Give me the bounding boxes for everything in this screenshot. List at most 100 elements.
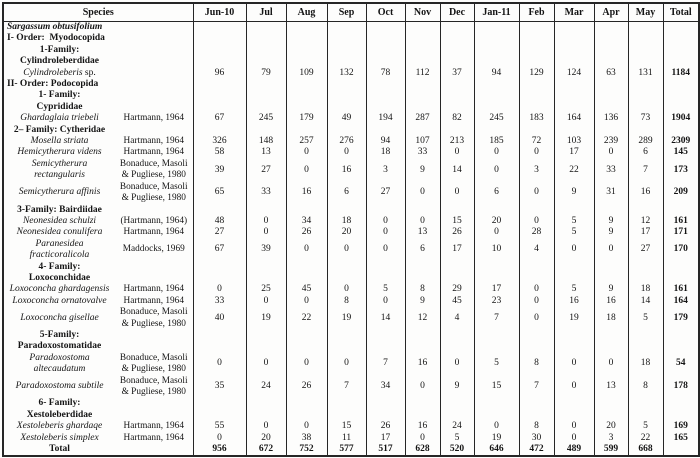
value-cell (553, 124, 595, 137)
author-cell: Bonaduce, Masoli & Pugliese, 1980 (119, 307, 188, 329)
value-cell: 520 (439, 444, 475, 457)
table-row: Loxoconcha gisellae Bonaduce, Masoli & Pu… (3, 307, 700, 330)
species-name-cell: Loxoconcha gisellae (3, 307, 115, 330)
value-cell: 148 (245, 136, 287, 148)
value-cell (627, 21, 664, 34)
value-cell: 0 (553, 421, 595, 433)
value-cell: 72 (518, 136, 555, 148)
row-total-cell (662, 124, 700, 137)
value-cell: 33 (245, 181, 287, 205)
value-cell: 30 (518, 432, 555, 445)
value-cell: 0 (593, 238, 629, 262)
value-cell (192, 44, 247, 68)
value-cell: 0 (473, 147, 520, 159)
value-cell: 18 (627, 284, 664, 296)
value-cell: 0 (365, 238, 406, 262)
value-cell: 131 (627, 67, 664, 80)
value-cell: 0 (192, 284, 247, 296)
value-cell: 179 (285, 113, 328, 125)
value-cell: 112 (404, 67, 441, 80)
value-cell: 33 (404, 147, 441, 159)
value-cell (553, 204, 595, 216)
value-cell: 38 (285, 432, 328, 445)
value-cell (326, 44, 367, 68)
species-name: Semicytherura affinis (18, 187, 101, 198)
value-cell: 16 (326, 158, 367, 182)
value-cell: 33 (593, 158, 629, 182)
species-name: Mosella striata (30, 136, 89, 147)
table-row: Hemicytherura videns Hartmann, 1964 58 13 0 0… (3, 147, 700, 159)
row-total-cell: 1184 (662, 67, 700, 80)
value-cell: 0 (473, 421, 520, 433)
value-cell (285, 124, 328, 137)
value-cell: 136 (593, 113, 629, 125)
value-cell (473, 79, 520, 91)
table-row: 1- Family: Cyprididae (3, 90, 700, 114)
table-row: Xestoleberis simplex Hartmann, 1964 0 20 38 1… (3, 432, 700, 445)
value-cell: 0 (518, 307, 555, 330)
author-cell: Maddocks, 1969 (122, 244, 185, 255)
value-cell: 124 (553, 67, 595, 80)
value-cell (518, 21, 555, 34)
table-row: 3-Family: Bairdiidae (3, 204, 700, 216)
value-cell (627, 33, 664, 45)
value-cell (365, 261, 406, 285)
species-name-cell: Paranesidea fracticoralicola (3, 239, 115, 262)
table-row: Ghardaglaia triebeli Hartmann, 1964 67 245 1… (3, 113, 700, 125)
species-name-cell: Neonesidea schulzi (3, 216, 115, 227)
value-cell (245, 204, 287, 216)
value-cell: 0 (245, 421, 287, 433)
value-cell (404, 204, 441, 216)
author-cell (115, 262, 193, 285)
value-cell: 82 (439, 113, 475, 125)
value-cell (365, 79, 406, 91)
value-cell (404, 398, 441, 422)
value-cell: 20 (473, 215, 520, 228)
species-name-cell: Paradoxostoma subtile (3, 376, 115, 399)
row-total-cell: 164 (662, 295, 700, 308)
value-cell: 17 (627, 227, 664, 239)
value-cell: 37 (439, 67, 475, 80)
row-total-cell: 178 (662, 375, 700, 399)
group-header-cell: 6- Family: Xestoleberdidae (26, 398, 93, 420)
value-cell: 0 (285, 238, 328, 262)
value-cell: 672 (245, 444, 287, 457)
month-column-header: May (627, 3, 664, 22)
value-cell (404, 79, 441, 91)
author-cell (115, 22, 193, 34)
value-cell: 0 (245, 352, 287, 376)
species-name: Cylindroleberis (23, 67, 83, 78)
value-cell (627, 79, 664, 91)
row-total-cell: 209 (662, 181, 700, 205)
table-row: Loxoconcha ornatovalve Hartmann, 1964 33 0 0… (3, 295, 700, 308)
author-cell (115, 68, 193, 79)
value-cell: 67 (192, 113, 247, 125)
table-row: Xestoleberis ghardaqe Hartmann, 1964 55 0 0 1… (3, 421, 700, 433)
species-name-cell: Mosella striata (3, 136, 115, 147)
value-cell: 79 (245, 67, 287, 80)
row-total-cell (662, 33, 700, 45)
value-cell (439, 21, 475, 34)
table-row: 1-Family: Cylindroleberdidae (3, 44, 700, 68)
value-cell: 0 (245, 295, 287, 308)
author-cell (115, 444, 193, 456)
value-cell (326, 33, 367, 45)
value-cell: 8 (627, 375, 664, 399)
value-cell (192, 124, 247, 137)
author-cell: Bonaduce, Masoli & Pugliese, 1980 (119, 375, 188, 397)
value-cell: 26 (285, 375, 328, 399)
value-cell: 0 (245, 227, 287, 239)
value-cell: 22 (285, 307, 328, 330)
value-cell: 17 (365, 432, 406, 445)
value-cell: 26 (439, 227, 475, 239)
value-cell (473, 204, 520, 216)
value-cell: 14 (439, 158, 475, 182)
species-name-cell: Loxoconcha ornatovalve (3, 296, 115, 307)
value-cell (192, 90, 247, 114)
species-name: Semicytherura rectangularis (31, 158, 88, 181)
row-total-cell (662, 444, 700, 457)
value-cell: 194 (365, 113, 406, 125)
value-cell: 19 (553, 307, 595, 330)
row-total-cell: 145 (662, 147, 700, 159)
value-cell: 48 (192, 215, 247, 228)
